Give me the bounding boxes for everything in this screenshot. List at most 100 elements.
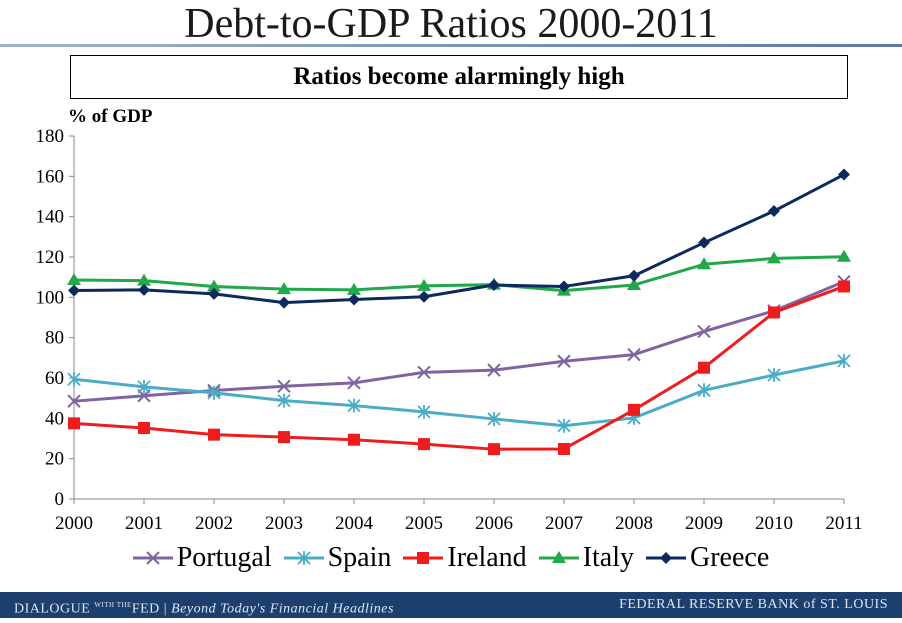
data-point-greece [698,236,710,249]
data-point-italy [767,251,781,264]
data-point-ireland [208,428,220,441]
data-point-greece [838,168,850,181]
chart-legend: Portugal Spain Ireland Italy Greece [0,540,902,576]
legend-swatch-ireland [403,552,444,564]
legend-swatch-italy [538,551,579,563]
data-point-spain [557,418,571,433]
footer-tagline: Beyond Today's Financial Headlines [171,601,394,617]
data-point-italy [137,273,151,286]
data-point-greece [348,293,360,306]
brand-dialogue: DIALOGUE [14,601,91,617]
data-point-italy [627,278,641,291]
data-point-spain [837,353,851,368]
chart-subtitle: Ratios become alarmingly high [70,55,848,99]
data-point-spain [487,411,501,426]
y-tick-label: 80 [45,328,64,349]
data-point-ireland [418,438,430,451]
data-point-spain [347,398,361,413]
series-line-spain [73,359,845,428]
x-tick-label: 2004 [335,513,374,534]
y-tick-label: 100 [36,287,65,308]
brand-with: WITH THE [94,601,132,609]
data-point-greece [278,296,290,309]
legend-item-portugal: Portugal [132,542,272,574]
x-tick-label: 2002 [195,513,233,534]
y-tick-label: 160 [36,166,65,187]
legend-label-ireland: Ireland [447,542,527,573]
brand-fed: FED [131,601,160,617]
data-point-portugal [697,324,711,339]
legend-swatch-portugal [132,551,173,565]
y-tick-label: 0 [55,489,65,510]
legend-label-greece: Greece [690,542,770,573]
x-tick-label: 2008 [615,513,653,534]
data-point-portugal [67,394,81,408]
legend-swatch-greece [646,552,686,564]
x-tick-label: 2010 [755,513,793,534]
data-point-italy [837,249,851,262]
data-point-greece [768,205,780,218]
footer-bar: DIALOGUE WITH THEFED | Beyond Today's Fi… [0,592,902,618]
data-point-ireland [488,443,500,456]
legend-item-spain: Spain [283,542,392,574]
y-tick-label: 40 [45,408,64,429]
data-point-italy [417,278,431,291]
y-tick-label: 20 [45,449,64,470]
data-point-portugal [417,365,431,380]
y-tick-label: 60 [45,368,64,389]
footer-organization: FEDERAL RESERVE BANK of ST. LOUIS [619,597,888,612]
data-point-spain [137,379,151,394]
data-point-portugal [627,347,641,362]
x-tick-label: 2005 [405,513,443,534]
data-point-portugal [277,379,291,393]
data-point-ireland [628,403,640,416]
data-point-greece [68,284,80,297]
legend-item-italy: Italy [538,542,634,574]
data-point-greece [488,279,500,292]
series-line-italy [73,255,845,293]
data-point-italy [277,282,291,295]
data-point-portugal [557,354,571,368]
x-tick-label: 2003 [265,513,303,534]
data-point-ireland [838,280,850,293]
data-point-italy [697,257,711,270]
data-point-spain [207,385,221,400]
data-point-ireland [68,417,80,430]
data-point-greece [418,290,430,303]
x-tick-label: 2011 [825,513,862,534]
x-tick-label: 2000 [55,513,93,534]
data-point-italy [67,272,81,285]
data-point-spain [767,367,781,382]
data-point-ireland [278,431,290,444]
data-point-spain [417,404,431,419]
legend-label-portugal: Portugal [176,542,272,573]
y-tick-label: 120 [36,247,65,268]
legend-item-greece: Greece [646,542,769,574]
y-axis-label: % of GDP [68,106,153,127]
data-point-ireland [138,422,150,435]
data-point-greece [558,280,570,293]
x-tick-label: 2007 [545,513,583,534]
y-tick-label: 140 [36,207,65,228]
data-point-greece [208,287,220,300]
y-tick-label: 180 [36,126,65,147]
footer-brand: DIALOGUE WITH THEFED | Beyond Today's Fi… [14,601,394,617]
series-line-ireland [73,285,845,451]
legend-swatch-spain [283,551,324,565]
data-point-spain [67,372,81,387]
legend-label-spain: Spain [327,542,392,573]
x-tick-label: 2006 [475,513,513,534]
data-point-ireland [698,361,710,374]
data-point-ireland [558,442,570,455]
data-point-portugal [487,363,501,377]
x-tick-label: 2009 [685,513,723,534]
line-chart: 0 20 40 60 80 100 120 140 160 180 2000 2001 2002 2003… [36,126,863,534]
data-point-ireland [348,433,360,446]
legend-item-ireland: Ireland [403,542,527,574]
data-point-portugal [347,376,361,390]
data-point-greece [138,283,150,296]
page-title: Debt-to-GDP Ratios 2000-2011 [184,1,718,47]
data-point-ireland [768,306,780,319]
data-point-spain [697,383,711,398]
data-point-italy [207,279,221,292]
